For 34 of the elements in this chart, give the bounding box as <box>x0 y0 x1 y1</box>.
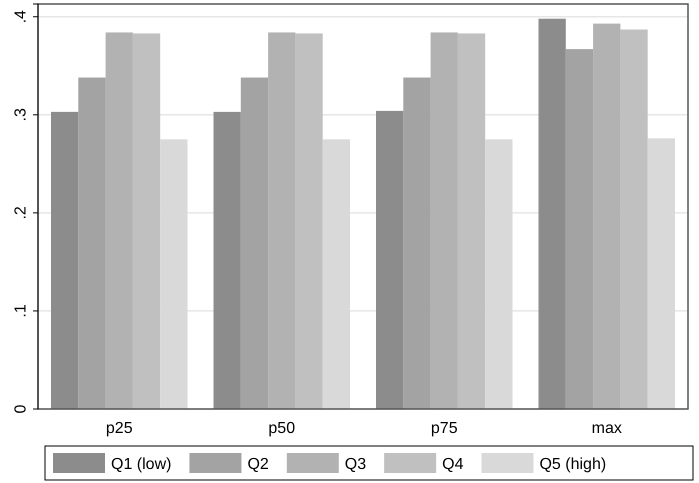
legend-label: Q2 <box>247 456 269 473</box>
legend-label: Q5 (high) <box>539 456 606 473</box>
bar <box>485 139 512 409</box>
y-tick-label: .1 <box>12 304 30 318</box>
bar <box>78 78 106 409</box>
y-tick-label: .2 <box>12 206 30 220</box>
legend-label: Q4 <box>442 456 464 473</box>
x-tick-label: p75 <box>430 420 458 437</box>
bar <box>214 112 241 409</box>
bar <box>620 29 648 409</box>
bar <box>648 138 675 409</box>
bar <box>322 139 350 409</box>
x-tick-label: p25 <box>106 420 133 437</box>
y-tick-label: .4 <box>12 10 30 24</box>
bar <box>268 32 296 409</box>
y-tick-label: .3 <box>12 108 30 122</box>
bar <box>106 32 133 409</box>
legend-label: Q1 (low) <box>111 456 172 473</box>
y-tick-label: 0 <box>12 404 30 414</box>
legend-label: Q3 <box>344 456 366 473</box>
bar <box>376 110 404 409</box>
bar <box>430 32 458 409</box>
bar <box>458 33 486 409</box>
bar <box>403 78 431 409</box>
bar <box>240 78 268 409</box>
bar <box>160 139 188 409</box>
bar <box>566 49 594 409</box>
bar <box>593 24 620 409</box>
bar <box>132 33 160 409</box>
bar <box>295 33 323 409</box>
x-tick-label: p50 <box>268 420 296 437</box>
x-tick-label: max <box>592 420 622 437</box>
bar <box>51 112 78 409</box>
bar <box>538 18 566 409</box>
